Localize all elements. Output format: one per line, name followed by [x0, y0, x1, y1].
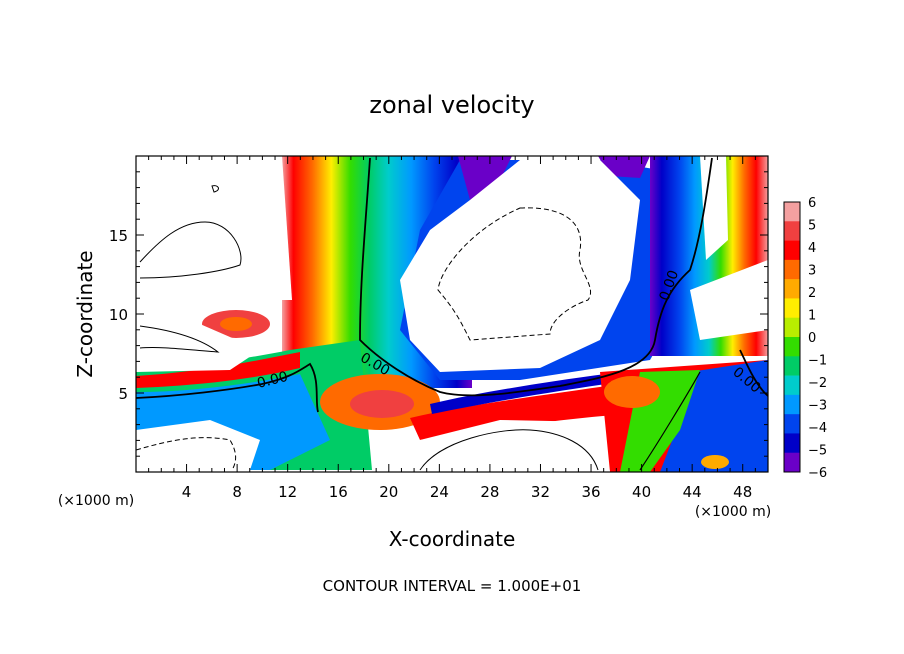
field-white-left-lower: [136, 316, 260, 372]
contour-solid-dot: [211, 185, 219, 193]
colorbar-band: [784, 414, 800, 434]
field-white-center: [400, 160, 640, 372]
chart-title: zonal velocity: [369, 91, 534, 119]
contour-label: 0.00: [255, 369, 289, 392]
colorbar-band: [784, 394, 800, 415]
field-wisp-orange: [220, 317, 252, 331]
contour-zero-column: [359, 157, 713, 397]
y-axis: 5 10 15: [109, 171, 768, 457]
colorbar-tick-label: 0: [808, 331, 816, 346]
y-unit-label: (×1000 m): [58, 493, 134, 509]
colorbar-tick-label: 6: [808, 196, 816, 211]
colorbar-tick-label: −2: [808, 376, 827, 391]
contour-interval-note: CONTOUR INTERVAL = 1.000E+01: [323, 577, 582, 595]
x-tick-label: 12: [278, 483, 297, 501]
contour-solid-ul: [139, 221, 242, 279]
y-tick-label: 15: [109, 227, 128, 245]
colorbar-tick-label: 4: [808, 241, 816, 256]
x-unit-label: (×1000 m): [695, 504, 771, 520]
colorbar-band: [784, 221, 800, 241]
x-tick-label: 40: [632, 483, 651, 501]
contour-solid-ml: [139, 325, 220, 353]
contour-solid-bottom: [419, 429, 599, 471]
contour-zero-left: [136, 362, 319, 413]
x-tick-label: 4: [182, 483, 192, 501]
contour-zero-bottom: [639, 371, 701, 471]
field-blob-red: [350, 390, 414, 418]
colorbar-band: [784, 202, 800, 222]
contour-dashed-bl: [136, 437, 237, 471]
field-blob-lower-right: [701, 455, 729, 469]
colorbar-tick-label: −1: [808, 354, 827, 369]
x-tick-label: 32: [531, 483, 550, 501]
colorbar-tick-label: −5: [808, 444, 827, 459]
colorbar-tick-label: −6: [808, 466, 827, 481]
colorbar-tick-label: 3: [808, 264, 816, 279]
field-white-left: [136, 156, 292, 300]
colorbar-frame: [783, 201, 801, 473]
x-tick-label: 20: [379, 483, 398, 501]
y-axis-title: Z-coordinate: [73, 250, 97, 377]
colorbar-band: [784, 375, 800, 396]
field-ring-purple: [458, 156, 512, 200]
colorbar-band: [784, 240, 800, 261]
y-tick-label: 5: [118, 385, 128, 403]
colorbar: 6 5 4 3 2 1 0 −1 −2 −3 −4 −5 −6: [783, 196, 827, 481]
contour-dashed-center: [437, 207, 591, 341]
field-band-bottom-center-blue: [430, 372, 620, 414]
x-tick-label: 48: [733, 483, 752, 501]
colorbar-band: [784, 337, 800, 357]
velocity-field: [136, 156, 768, 472]
field-white-bottom-center: [410, 420, 610, 472]
field-blob-orange-right: [604, 376, 660, 408]
y-tick-label: 10: [109, 306, 128, 324]
colorbar-tick-label: −3: [808, 399, 827, 414]
field-white-right: [690, 260, 768, 340]
colorbar-tick-label: 1: [808, 309, 816, 324]
x-axis: 4 8 12 16 20 24 28 32 36 40 44 48: [148, 156, 756, 501]
colorbar-band: [784, 279, 800, 299]
x-tick-label: 36: [581, 483, 600, 501]
x-tick-label: 16: [329, 483, 348, 501]
x-tick-label: 8: [232, 483, 242, 501]
colorbar-band: [784, 452, 800, 473]
x-tick-label: 28: [480, 483, 499, 501]
x-tick-label: 24: [430, 483, 449, 501]
colorbar-band: [784, 356, 800, 376]
field-white-right-top: [700, 156, 728, 260]
contour-lines: [136, 157, 768, 471]
x-axis-title: X-coordinate: [389, 527, 516, 551]
colorbar-band: [784, 298, 800, 319]
x-tick-label: 44: [683, 483, 702, 501]
colorbar-band: [784, 259, 800, 280]
colorbar-tick-label: −4: [808, 421, 827, 436]
field-white-bottom-left: [136, 420, 260, 472]
colorbar-tick-label: 5: [808, 219, 816, 234]
colorbar-band: [784, 433, 800, 454]
colorbar-band: [784, 317, 800, 338]
colorbar-tick-label: 2: [808, 286, 816, 301]
